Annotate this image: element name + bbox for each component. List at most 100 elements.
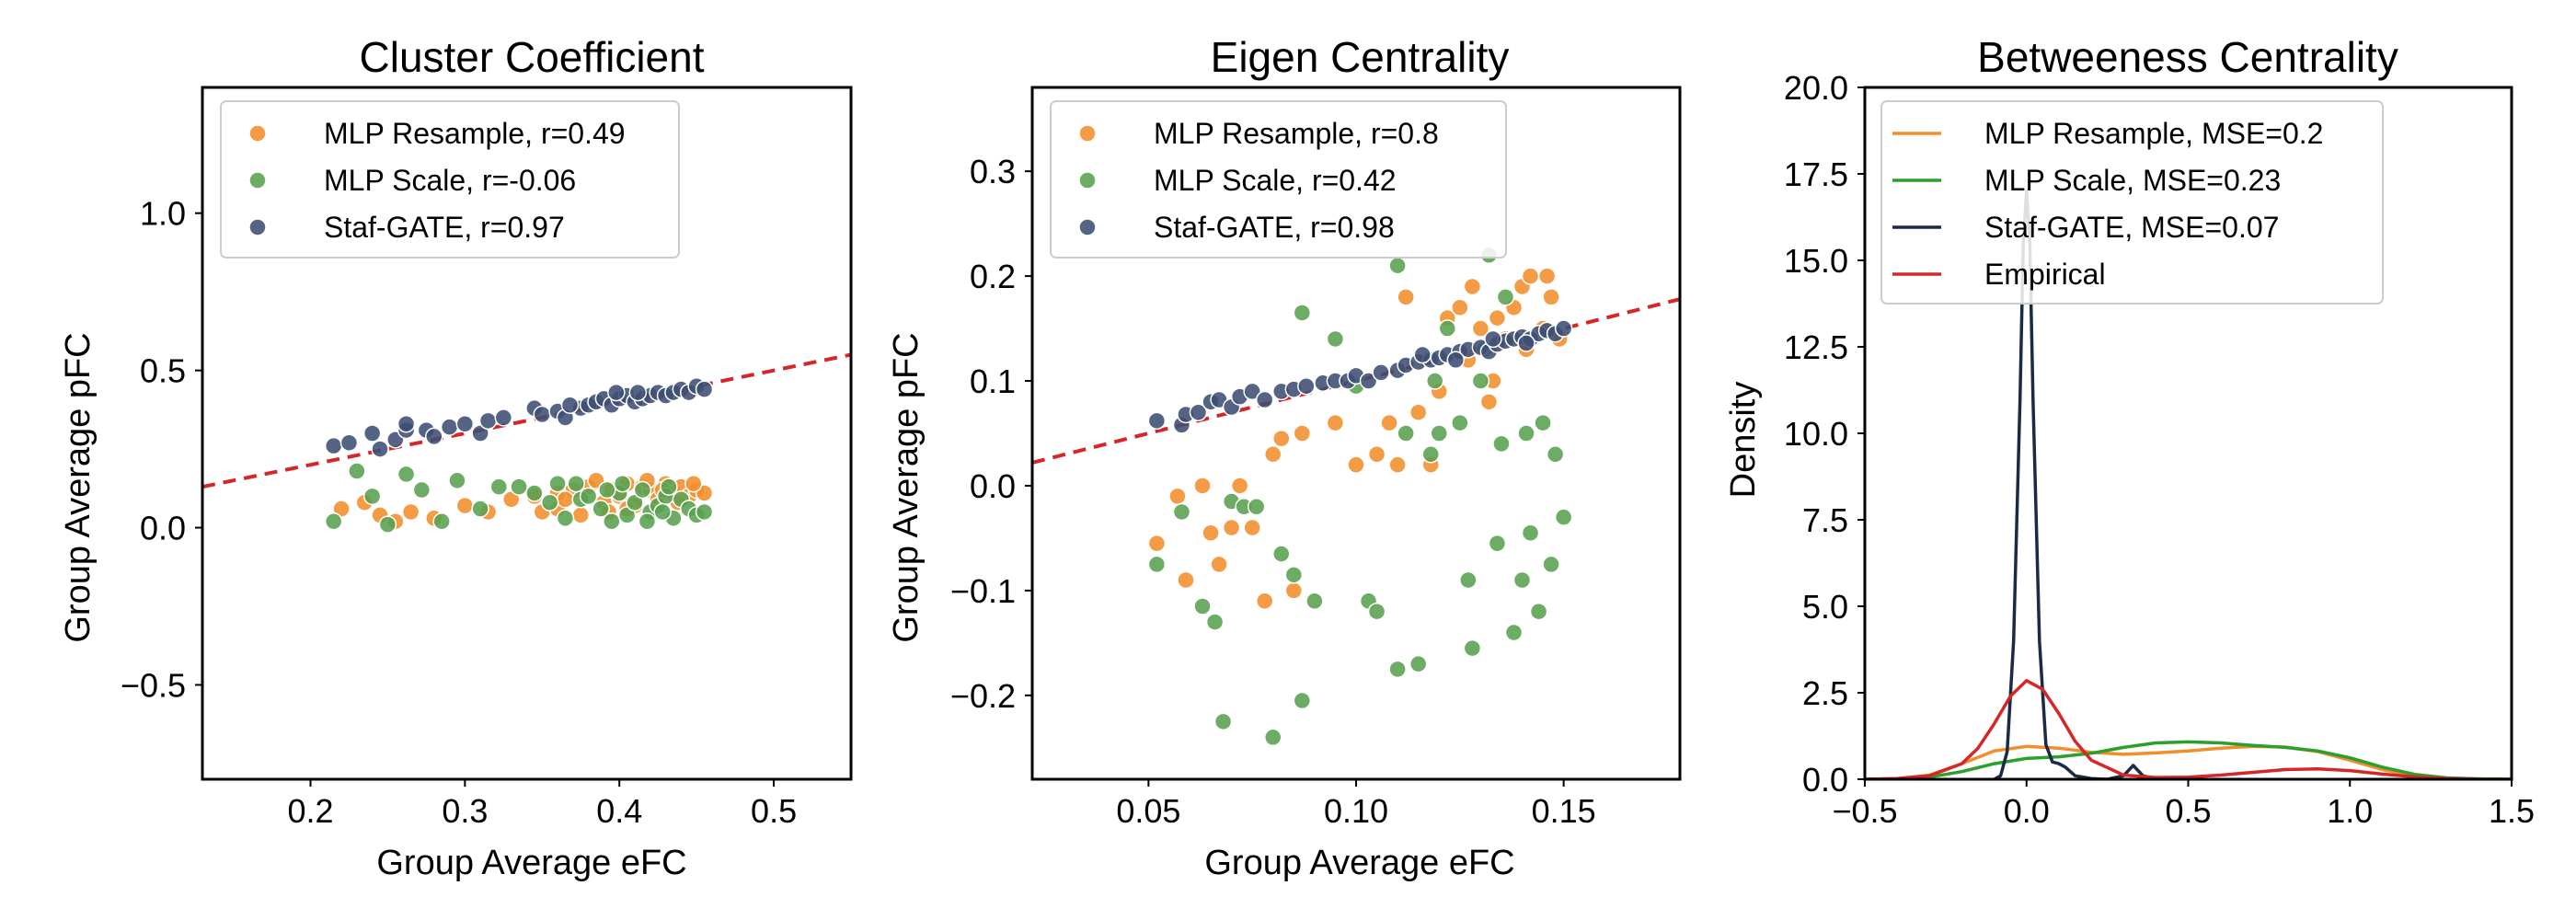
scatter-point <box>1284 581 1304 600</box>
legend-label: Staf-GATE, r=0.97 <box>324 211 565 244</box>
legend-marker <box>1078 124 1097 143</box>
scatter-point <box>1438 319 1457 338</box>
density-line <box>1865 744 2512 779</box>
x-tick-label: 0.3 <box>442 792 488 830</box>
scatter-point <box>1463 277 1482 296</box>
scatter-point <box>1147 411 1167 431</box>
y-tick-label: 0.0 <box>970 467 1016 505</box>
scatter-point <box>1193 597 1212 615</box>
scatter-point <box>1293 424 1312 443</box>
scatter-point <box>540 493 559 512</box>
scatter-point <box>548 474 567 493</box>
scatter-point <box>1451 413 1469 432</box>
legend: MLP Resample, MSE=0.2 MLP Scale, MSE=0.23… <box>1880 100 2384 305</box>
y-tick-label: 0.5 <box>140 352 186 390</box>
legend-marker <box>248 171 267 190</box>
y-tick-label: 12.5 <box>1784 328 1848 366</box>
legend-label: MLP Scale, MSE=0.23 <box>1984 164 2281 197</box>
scatter-point <box>1451 298 1469 317</box>
scatter-point <box>1430 424 1449 443</box>
legend-box <box>220 100 680 259</box>
scatter-point <box>1177 570 1195 590</box>
y-tick-label: 7.5 <box>1802 501 1848 539</box>
x-tick-label: 0.5 <box>751 792 797 830</box>
scatter-point <box>371 440 389 458</box>
y-axis-label: Density <box>1724 382 1763 499</box>
scatter-point <box>1542 288 1560 306</box>
scatter-point <box>1172 502 1191 522</box>
legend-label: MLP Resample, r=0.8 <box>1154 117 1439 150</box>
y-tick-label: 17.5 <box>1784 155 1848 193</box>
scatter-point <box>1388 256 1407 275</box>
legend-label: Empirical <box>1984 258 2106 291</box>
scatter-point <box>1380 413 1398 432</box>
scatter-point <box>1263 728 1282 747</box>
scatter-point <box>1488 534 1507 553</box>
scatter-point <box>1205 613 1225 631</box>
x-tick-label: 0.05 <box>1116 792 1180 830</box>
scatter-point <box>1230 477 1249 495</box>
scatter-point <box>362 487 382 506</box>
legend-label: MLP Resample, r=0.49 <box>324 117 626 150</box>
y-tick-label: 15.0 <box>1784 242 1848 280</box>
scatter-point <box>684 474 703 493</box>
scatter-point <box>489 477 509 496</box>
scatter-point <box>695 502 714 522</box>
scatter-point <box>533 405 552 424</box>
scatter-point <box>638 512 657 531</box>
scatter-point <box>471 500 489 518</box>
legend-box <box>1050 100 1507 259</box>
scatter-point <box>348 462 366 480</box>
scatter-point <box>1326 329 1345 349</box>
scatter-point <box>1517 424 1535 443</box>
y-tick-label: 0.0 <box>140 510 186 547</box>
x-tick-label: 0.0 <box>2004 792 2050 830</box>
legend-label: Staf-GATE, MSE=0.07 <box>1984 211 2279 244</box>
scatter-point <box>1147 534 1167 553</box>
y-axis-label: Group Average pFC <box>59 332 98 642</box>
scatter-point <box>1488 308 1507 328</box>
scatter-point <box>1305 592 1324 611</box>
y-tick-label: 0.2 <box>970 258 1016 295</box>
scatter-point <box>324 512 343 531</box>
scatter-point <box>1255 390 1274 409</box>
plot-area <box>1865 190 2512 779</box>
scatter-point <box>653 502 672 522</box>
scatter-point <box>1222 518 1241 537</box>
legend-label: Staf-GATE, r=0.98 <box>1154 211 1395 244</box>
legend-marker <box>1078 218 1097 236</box>
scatter-point <box>494 408 513 427</box>
scatter-point <box>1372 363 1390 382</box>
x-tick-label: 0.4 <box>596 792 642 830</box>
y-tick-label: 1.0 <box>140 195 186 233</box>
scatter-point <box>455 496 475 515</box>
plot-area <box>1032 246 1680 747</box>
chart-title: Betweeness Centrality <box>1977 33 2398 81</box>
legend: MLP Resample, r=0.49 MLP Scale, r=-0.06 St… <box>220 100 680 259</box>
scatter-point <box>1243 382 1261 401</box>
x-tick-label: 0.2 <box>287 792 333 830</box>
scatter-point <box>397 414 416 433</box>
scatter-point <box>1463 638 1482 658</box>
y-tick-label: 0.0 <box>1802 761 1848 799</box>
scatter-point <box>1213 712 1233 731</box>
scatter-point <box>455 414 475 433</box>
scatter-point <box>560 396 580 414</box>
y-axis-label: Group Average pFC <box>887 332 926 642</box>
scatter-point <box>339 433 359 453</box>
scatter-point <box>567 474 585 493</box>
scatter-point <box>448 471 466 490</box>
scatter-point <box>1512 570 1532 590</box>
scatter-point <box>1484 329 1502 349</box>
scatter-point <box>1243 518 1261 537</box>
chart-title: Eigen Centrality <box>1211 33 1510 81</box>
scatter-point <box>556 509 575 528</box>
scatter-point <box>1521 267 1540 285</box>
scatter-point <box>1388 660 1407 679</box>
scatter-point <box>592 500 610 518</box>
scatter-point <box>1397 288 1415 306</box>
panel-eigen-centrality: Eigen Centrality Group Average eFC Group… <box>887 33 1682 882</box>
scatter-point <box>440 418 459 436</box>
scatter-point <box>378 515 397 534</box>
scatter-point <box>425 427 443 446</box>
